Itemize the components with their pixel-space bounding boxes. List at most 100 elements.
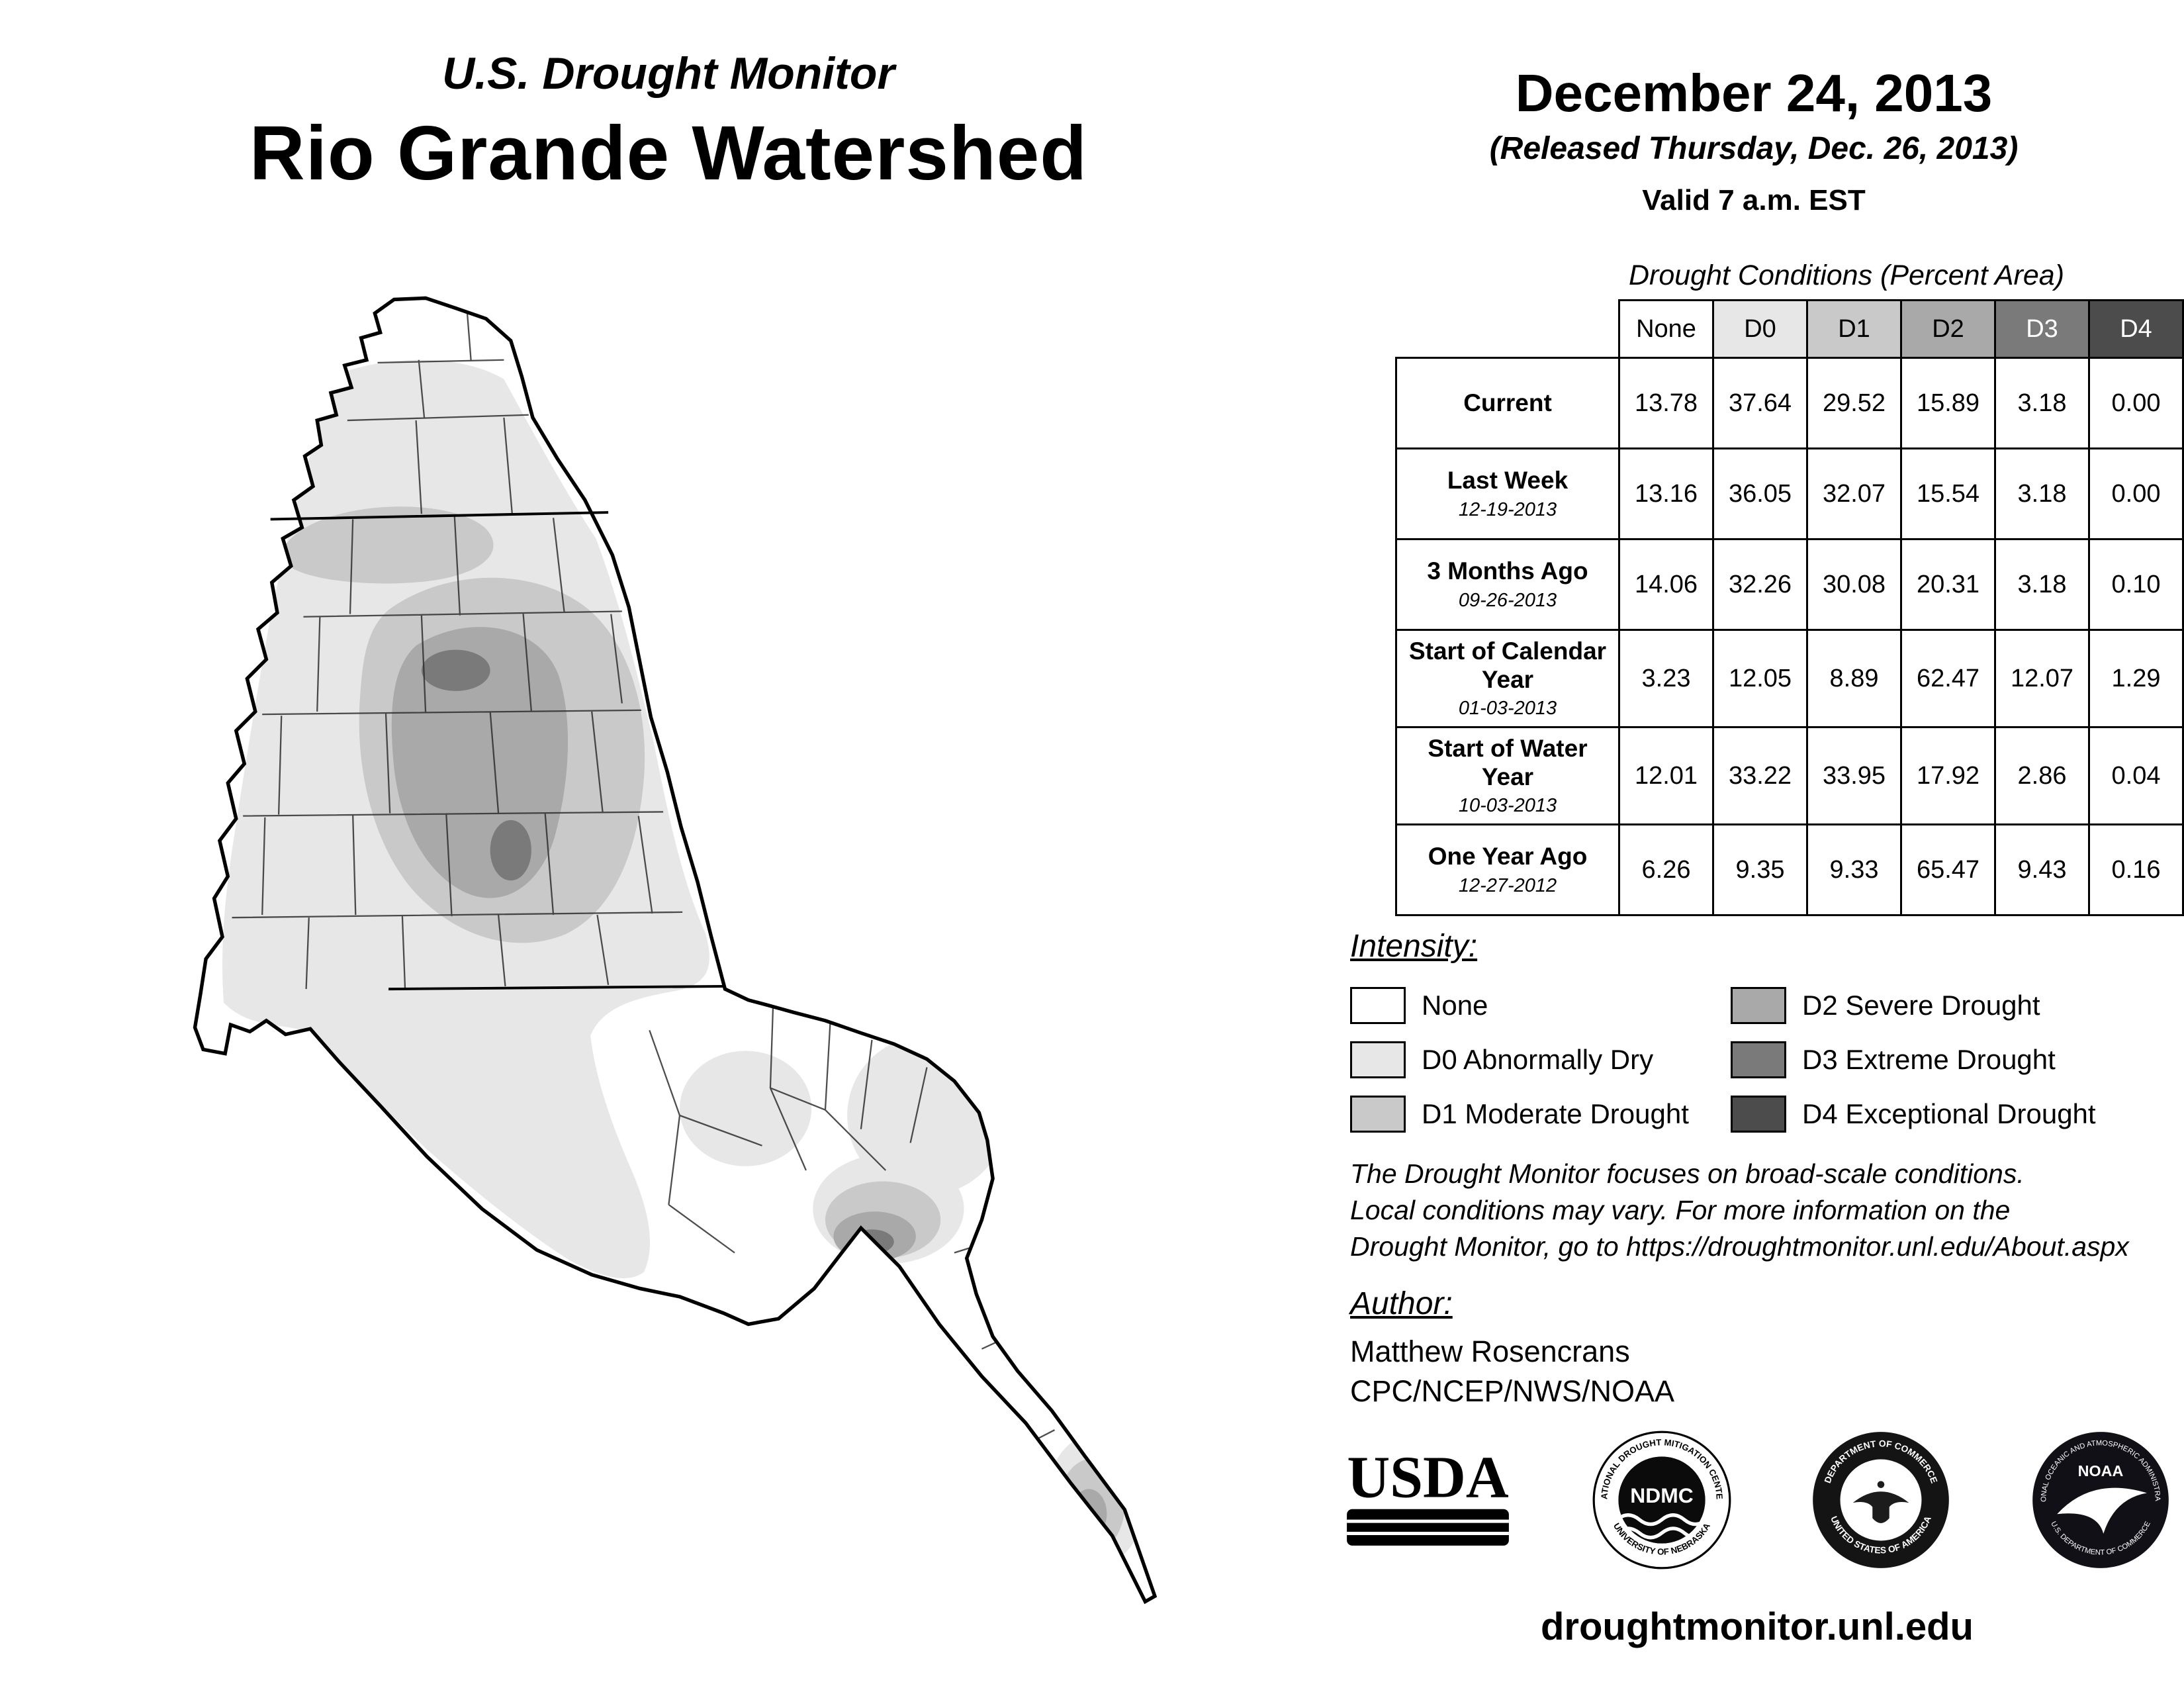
value-cell: 0.00 bbox=[2088, 357, 2184, 449]
legend-label: None bbox=[1422, 990, 1488, 1021]
row-label-cell: 3 Months Ago 09-26-2013 bbox=[1395, 538, 1620, 631]
eagle-emblem bbox=[1852, 1491, 1909, 1523]
row-label-cell: One Year Ago 12-27-2012 bbox=[1395, 823, 1620, 917]
county-lines bbox=[232, 307, 1081, 1542]
value-cell: 37.64 bbox=[1712, 357, 1808, 449]
ndmc-logo-text: NDMC bbox=[1630, 1483, 1693, 1507]
disclaimer-line: Drought Monitor, go to https://droughtmo… bbox=[1350, 1231, 2129, 1262]
row-label-cell: Start of Water Year 10-03-2013 bbox=[1395, 726, 1620, 826]
col-header-none: None bbox=[1618, 299, 1714, 359]
value-cell: 65.47 bbox=[1900, 823, 1996, 917]
row-label-cell: Start of Calendar Year 01-03-2013 bbox=[1395, 628, 1620, 729]
value-cell: 62.47 bbox=[1900, 628, 1996, 729]
map-outline bbox=[193, 296, 1158, 1605]
conditions-table: None D0 D1 D2 D3 D4 Current 13.78 37.64 … bbox=[1395, 299, 2184, 917]
legend-item: D1 Moderate Drought bbox=[1350, 1096, 1731, 1133]
value-cell: 32.07 bbox=[1806, 447, 1902, 540]
value-cell: 0.16 bbox=[2088, 823, 2184, 917]
legend-swatch-d0 bbox=[1350, 1041, 1406, 1078]
table-title: Drought Conditions (Percent Area) bbox=[1628, 259, 2065, 291]
row-label: Current bbox=[1463, 389, 1552, 416]
program-title: U.S. Drought Monitor bbox=[442, 48, 895, 99]
usda-logo: USDA bbox=[1347, 1444, 1509, 1546]
value-cell: 3.18 bbox=[1994, 357, 2090, 449]
noaa-bird bbox=[2057, 1487, 2147, 1534]
col-header-d1: D1 bbox=[1806, 299, 1902, 359]
value-cell: 30.08 bbox=[1806, 538, 1902, 631]
noaa-logo: NATIONAL OCEANIC AND ATMOSPHERIC ADMINIS… bbox=[2030, 1430, 2169, 1568]
page-title: Rio Grande Watershed bbox=[249, 110, 1088, 196]
value-cell: 29.52 bbox=[1806, 357, 1902, 449]
col-header-d3: D3 bbox=[1994, 299, 2090, 359]
row-label: Start of Water Year bbox=[1428, 735, 1588, 790]
value-cell: 33.22 bbox=[1712, 726, 1808, 826]
value-cell: 13.78 bbox=[1618, 357, 1714, 449]
row-label-cell: Last Week 12-19-2013 bbox=[1395, 447, 1620, 540]
col-header-d0: D0 bbox=[1712, 299, 1808, 359]
intensity-heading: Intensity: bbox=[1350, 929, 1478, 964]
value-cell: 36.05 bbox=[1712, 447, 1808, 540]
date-block: December 24, 2013 (Released Thursday, De… bbox=[1343, 63, 2164, 217]
author-org: CPC/NCEP/NWS/NOAA bbox=[1350, 1374, 1675, 1408]
site-url: droughtmonitor.unl.edu bbox=[1540, 1605, 1974, 1648]
noaa-logo-text: NOAA bbox=[2078, 1462, 2124, 1479]
release-date: (Released Thursday, Dec. 26, 2013) bbox=[1489, 131, 2019, 166]
row-label: Last Week bbox=[1447, 467, 1569, 494]
value-cell: 0.00 bbox=[2088, 447, 2184, 540]
table-row: Start of Calendar Year 01-03-2013 3.23 1… bbox=[1395, 628, 2184, 729]
value-cell: 3.18 bbox=[1994, 447, 2090, 540]
author-name: Matthew Rosencrans bbox=[1350, 1335, 1630, 1368]
disclaimer-line: Local conditions may vary. For more info… bbox=[1350, 1194, 2011, 1225]
usda-logo-text: USDA bbox=[1347, 1444, 1509, 1510]
row-date: 01-03-2013 bbox=[1458, 698, 1557, 720]
row-label: Start of Calendar Year bbox=[1408, 637, 1607, 693]
row-date: 09-26-2013 bbox=[1458, 589, 1557, 611]
value-cell: 6.26 bbox=[1618, 823, 1714, 917]
value-cell: 8.89 bbox=[1806, 628, 1902, 729]
col-header-d2: D2 bbox=[1900, 299, 1996, 359]
title-block: U.S. Drought Monitor Rio Grande Watershe… bbox=[73, 48, 1264, 197]
ndmc-logo: NATIONAL DROUGHT MITIGATION CENTER UNIVE… bbox=[1592, 1430, 1731, 1570]
value-cell: 20.31 bbox=[1900, 538, 1996, 631]
value-cell: 13.16 bbox=[1618, 447, 1714, 540]
commerce-seal: DEPARTMENT OF COMMERCE UNITED STATES OF … bbox=[1813, 1432, 1950, 1568]
value-cell: 15.89 bbox=[1900, 357, 1996, 449]
logo-row: USDA NATIONAL DROUGHT MITIGATION CENTER … bbox=[1343, 1430, 2171, 1570]
row-date: 12-19-2013 bbox=[1458, 498, 1557, 520]
value-cell: 14.06 bbox=[1618, 538, 1714, 631]
table-row: Last Week 12-19-2013 13.16 36.05 32.07 1… bbox=[1395, 447, 2184, 540]
row-label-cell: Current bbox=[1395, 357, 1620, 449]
legend-label: D4 Exceptional Drought bbox=[1802, 1098, 2096, 1129]
table-header-row: None D0 D1 D2 D3 D4 bbox=[1396, 299, 2184, 359]
table-row: One Year Ago 12-27-2012 6.26 9.35 9.33 6… bbox=[1395, 823, 2184, 917]
legend-item: D0 Abnormally Dry bbox=[1350, 1041, 1731, 1078]
legend-item: D3 Extreme Drought bbox=[1731, 1041, 2167, 1078]
value-cell: 2.86 bbox=[1994, 726, 2090, 826]
value-cell: 33.95 bbox=[1806, 726, 1902, 826]
value-cell: 12.07 bbox=[1994, 628, 2090, 729]
legend-label: D0 Abnormally Dry bbox=[1422, 1044, 1654, 1075]
legend-swatch-d3 bbox=[1731, 1041, 1786, 1078]
table-row: Current 13.78 37.64 29.52 15.89 3.18 0.0… bbox=[1395, 357, 2184, 449]
value-cell: 3.18 bbox=[1994, 538, 2090, 631]
value-cell: 12.05 bbox=[1712, 628, 1808, 729]
value-cell: 12.01 bbox=[1618, 726, 1714, 826]
legend-item: D2 Severe Drought bbox=[1731, 987, 2167, 1024]
row-date: 10-03-2013 bbox=[1458, 795, 1557, 817]
legend-label: D1 Moderate Drought bbox=[1422, 1098, 1689, 1129]
value-cell: 32.26 bbox=[1712, 538, 1808, 631]
disclaimer-text: The Drought Monitor focuses on broad-sca… bbox=[1350, 1156, 2129, 1265]
table-row: 3 Months Ago 09-26-2013 14.06 32.26 30.0… bbox=[1395, 538, 2184, 631]
corner-cell bbox=[1396, 300, 1619, 358]
legend-label: D3 Extreme Drought bbox=[1802, 1044, 2056, 1075]
value-cell: 9.43 bbox=[1994, 823, 2090, 917]
value-cell: 9.33 bbox=[1806, 823, 1902, 917]
row-label: 3 Months Ago bbox=[1427, 557, 1588, 585]
col-header-d4: D4 bbox=[2088, 299, 2184, 359]
value-cell: 17.92 bbox=[1900, 726, 1996, 826]
legend-swatch-d1 bbox=[1350, 1096, 1406, 1133]
value-cell: 1.29 bbox=[2088, 628, 2184, 729]
intensity-legend: None D0 Abnormally Dry D1 Moderate Droug… bbox=[1350, 978, 2167, 1141]
legend-swatch-none bbox=[1350, 987, 1406, 1024]
legend-item: None bbox=[1350, 987, 1731, 1024]
